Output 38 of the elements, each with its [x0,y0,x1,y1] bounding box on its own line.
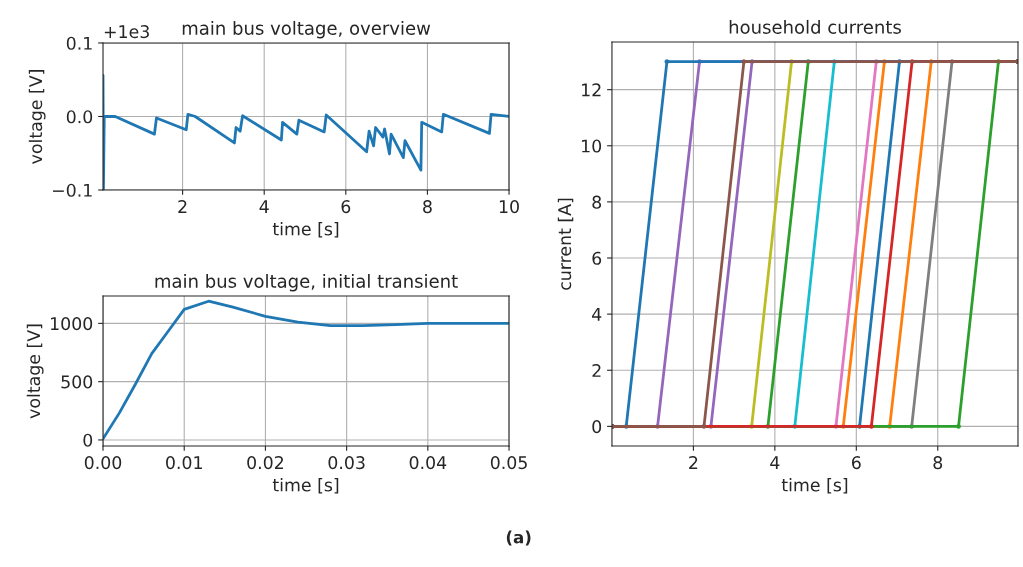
x-tick-label: 0.03 [328,456,365,470]
x-axis-title: time [s] [272,222,339,238]
y-tick-label: 10 [582,139,602,153]
x-tick-label: 0.01 [166,456,202,470]
x-tick-label: 8 [933,456,943,470]
chart-title: main bus voltage, overview [182,20,431,39]
chart-title: main bus voltage, initial transient [155,273,458,292]
y-tick-label: 4 [592,308,602,321]
x-tick-label: 6 [341,200,351,214]
y-tick-label: 6 [592,251,602,265]
x-tick-label: 2 [178,200,187,213]
x-axis-title: time [s] [781,478,848,494]
x-tick-label: 2 [689,456,698,469]
y-tick-label: 12 [582,83,601,97]
text: (a) [506,530,531,546]
x-tick-label: 4 [770,456,780,469]
text: +1e3 [104,25,149,39]
y-tick-label: 0.1 [66,36,92,50]
chart-title: household currents [729,19,901,34]
y-axis-title: voltage [V] [26,324,44,419]
x-tick-label: 0.04 [409,456,447,470]
x-tick-label: 0.00 [84,456,122,470]
x-tick-label: 4 [259,200,269,213]
x-tick-label: 0.02 [247,456,284,470]
x-axis-title: time [s] [272,478,339,494]
y-tick-label: 2 [592,363,601,377]
y-tick-label: 0 [83,433,93,447]
y-tick-label: 500 [61,375,93,389]
x-tick-label: 10 [499,200,519,214]
x-tick-label: 8 [423,200,432,214]
y-tick-label: 1000 [51,317,93,331]
y-tick-label: 0.0 [66,110,93,124]
y-axis-title: current [A] [557,198,574,290]
y-axis-title: voltage [V] [28,70,46,164]
x-tick-label: 6 [852,456,861,470]
x-tick-label: 0.05 [490,456,527,470]
y-tick-label: 0 [592,420,602,434]
y-tick-label: −0.1 [52,183,92,197]
